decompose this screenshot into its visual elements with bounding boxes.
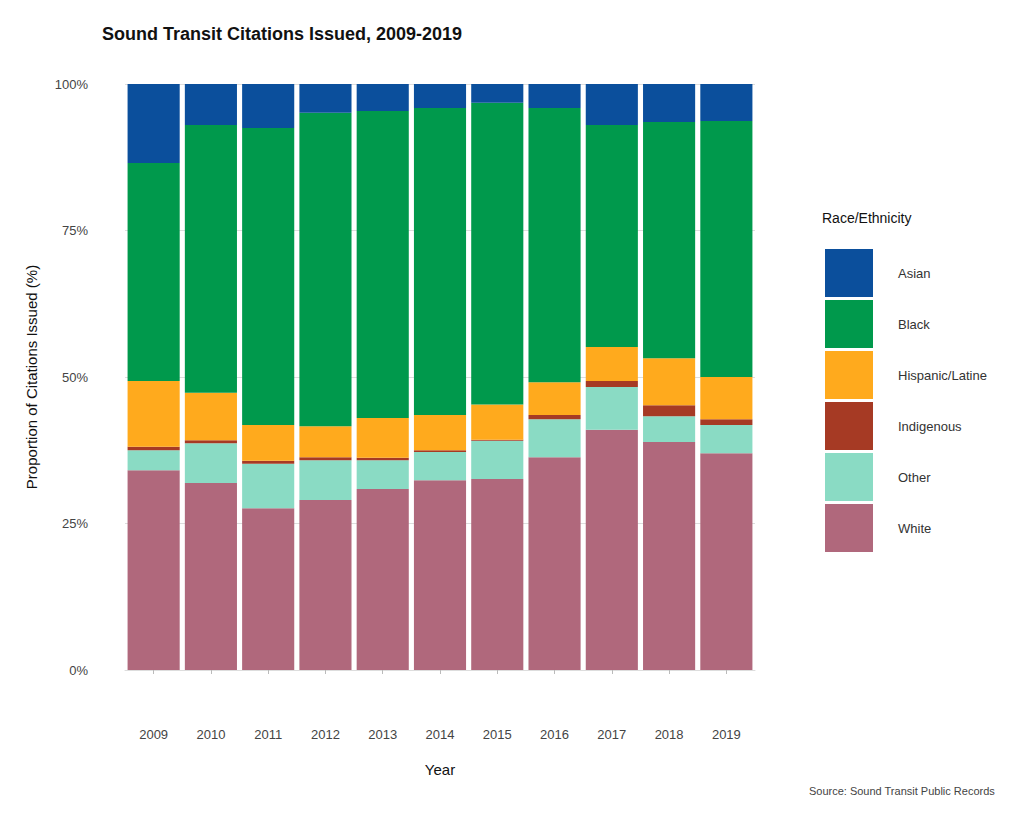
svg-text:Year: Year [425,761,455,778]
svg-text:Source: Sound Transit Public R: Source: Sound Transit Public Records [809,785,995,797]
svg-text:Asian: Asian [898,266,931,281]
svg-text:Proportion of Citations Issued: Proportion of Citations Issued (%) [23,265,40,489]
svg-text:2010: 2010 [196,727,225,742]
svg-text:Indigenous: Indigenous [898,419,962,434]
svg-text:Hispanic/Latine: Hispanic/Latine [898,368,987,383]
svg-text:2014: 2014 [426,727,455,742]
svg-text:2011: 2011 [254,727,282,742]
svg-text:2012: 2012 [311,727,340,742]
svg-text:White: White [898,521,931,536]
svg-text:100%: 100% [55,77,89,92]
svg-text:2016: 2016 [540,727,569,742]
svg-text:Race/Ethnicity: Race/Ethnicity [822,210,911,226]
svg-text:50%: 50% [62,370,88,385]
svg-text:Black: Black [898,317,930,332]
svg-text:2017: 2017 [597,727,626,742]
svg-text:Other: Other [898,470,931,485]
svg-text:25%: 25% [62,516,88,531]
svg-text:2019: 2019 [712,727,741,742]
svg-text:Sound Transit Citations Issued: Sound Transit Citations Issued, 2009-201… [102,24,462,44]
svg-text:2015: 2015 [483,727,512,742]
svg-text:0%: 0% [69,663,88,678]
svg-text:2018: 2018 [655,727,684,742]
svg-text:2013: 2013 [368,727,397,742]
svg-text:75%: 75% [62,223,88,238]
svg-text:2009: 2009 [139,727,168,742]
